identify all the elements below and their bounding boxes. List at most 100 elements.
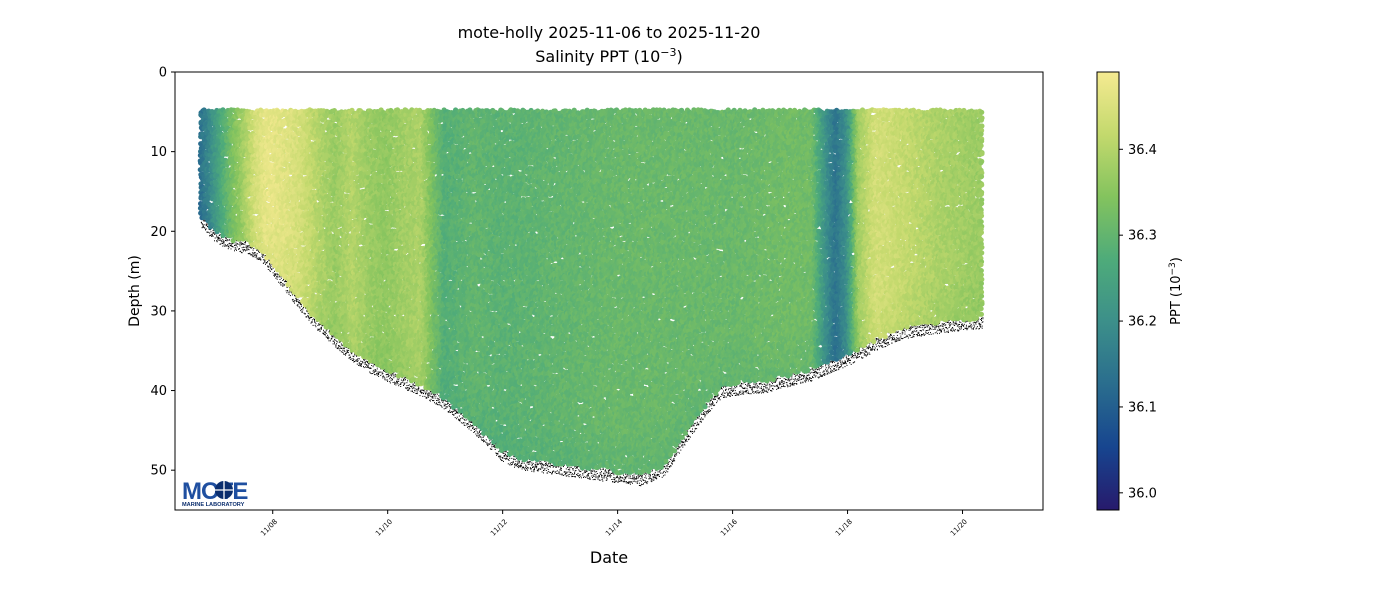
seafloor-point-2622 (803, 375, 805, 376)
seafloor-point-871 (400, 379, 402, 381)
seafloor-point-2881 (863, 349, 865, 351)
seafloor-point-274 (263, 255, 265, 257)
seafloor-point-2909 (869, 353, 871, 355)
seafloor-point-2794 (843, 357, 845, 359)
seafloor-point-2472 (769, 383, 771, 385)
seafloor-point-1276 (494, 445, 495, 447)
seafloor-point-1265 (491, 444, 493, 446)
seafloor-point-2924 (872, 344, 874, 346)
seafloor-point-289 (267, 261, 269, 263)
seafloor-point-1596 (567, 474, 569, 476)
seafloor-point-1393 (520, 465, 522, 467)
seafloor-point-1856 (627, 474, 629, 476)
seafloor-point-177 (241, 242, 243, 244)
seafloor-point-1624 (574, 466, 576, 468)
seafloor-point-1846 (625, 473, 627, 475)
seafloor-point-3045 (901, 337, 902, 339)
seafloor-point-1427 (528, 461, 530, 463)
seafloor-point-2946 (878, 345, 880, 347)
seafloor-point-1957 (650, 478, 652, 480)
seafloor-point-2595 (797, 378, 799, 380)
seafloor-point-194 (245, 242, 246, 244)
seafloor-point-2845 (854, 352, 856, 354)
seafloor-point-634 (346, 351, 348, 353)
seafloor-point-2765 (836, 366, 838, 368)
seafloor-point-1364 (514, 464, 515, 466)
seafloor-point-3037 (898, 339, 900, 341)
seafloor-point-1390 (520, 466, 522, 468)
seafloor-point-782 (380, 374, 382, 376)
seafloor-point-880 (403, 385, 404, 386)
seafloor-point-3235 (944, 324, 946, 326)
seafloor-point-2563 (790, 382, 791, 384)
seafloor-point-3143 (923, 333, 925, 335)
seafloor-point-2092 (681, 440, 683, 442)
seafloor-point-313 (272, 267, 274, 269)
seafloor-point-2960 (881, 338, 882, 340)
seafloor-point-844 (394, 374, 396, 376)
seafloor-point-51 (212, 231, 214, 233)
seafloor-point-2141 (692, 424, 694, 426)
seafloor-point-1732 (598, 474, 600, 476)
seafloor-point-614 (341, 345, 343, 347)
seafloor-point-3245 (946, 330, 948, 332)
seafloor-point-2585 (794, 376, 796, 378)
seafloor-point-2256 (719, 399, 721, 401)
seafloor-point-1916 (641, 476, 642, 478)
seafloor-point-1615 (572, 476, 573, 477)
seafloor-point-2662 (812, 372, 814, 374)
seafloor-point-1155 (466, 424, 468, 426)
seafloor-point-307 (271, 269, 273, 271)
seafloor-point-2379 (747, 393, 749, 394)
seafloor-point-2958 (881, 345, 882, 347)
seafloor-point-2267 (721, 393, 723, 395)
seafloor-point-598 (338, 345, 340, 346)
seafloor-point-3120 (918, 326, 920, 328)
seafloor-point-1532 (552, 466, 554, 468)
seafloor-point-845 (394, 373, 396, 375)
seafloor-point-1172 (469, 424, 471, 426)
seafloor-point-3213 (939, 328, 941, 330)
seafloor-point-3107 (914, 325, 916, 327)
seafloor-point-1832 (621, 477, 623, 479)
seafloor-point-1475 (539, 468, 541, 470)
seafloor-point-1405 (523, 462, 525, 464)
seafloor-point-788 (381, 371, 383, 373)
seafloor-point-1064 (445, 400, 447, 402)
seafloor-point-2207 (707, 410, 709, 412)
seafloor-point-3179 (931, 325, 933, 327)
seafloor-point-1314 (503, 452, 504, 454)
seafloor-point-1438 (531, 470, 533, 472)
seafloor-point-1792 (612, 478, 614, 480)
seafloor-point-2116 (687, 434, 689, 436)
seafloor-point-3112 (916, 330, 918, 332)
seafloor-point-609 (340, 343, 342, 345)
seafloor-point-2285 (725, 396, 727, 398)
seafloor-point-2029 (667, 468, 669, 470)
seafloor-point-1877 (632, 477, 633, 479)
seafloor-point-641 (347, 352, 349, 354)
seafloor-point-549 (327, 337, 329, 339)
seafloor-point-2303 (729, 395, 731, 397)
seafloor-point-3050 (901, 338, 903, 340)
seafloor-point-2244 (716, 395, 718, 397)
seafloor-point-211 (249, 244, 251, 246)
seafloor-point-2039 (669, 466, 671, 467)
seafloor-point-383 (288, 291, 290, 293)
seafloor-point-2205 (707, 412, 709, 414)
seafloor-point-557 (328, 331, 330, 333)
seafloor-point-3163 (927, 332, 929, 334)
seafloor-point-884 (403, 378, 405, 379)
seafloor-point-2907 (869, 347, 871, 349)
seafloor-point-1809 (616, 475, 618, 477)
seafloor-point-3362 (973, 324, 975, 326)
seafloor-point-1953 (649, 475, 651, 477)
seafloor-point-2543 (785, 379, 787, 380)
seafloor-point-1328 (505, 451, 507, 453)
seafloor-point-2345 (739, 392, 741, 393)
seafloor-point-2198 (705, 412, 707, 414)
seafloor-point-1581 (564, 471, 566, 473)
seafloor-point-2557 (788, 380, 790, 382)
seafloor-point-406 (294, 294, 295, 296)
seafloor-point-2122 (688, 438, 690, 440)
